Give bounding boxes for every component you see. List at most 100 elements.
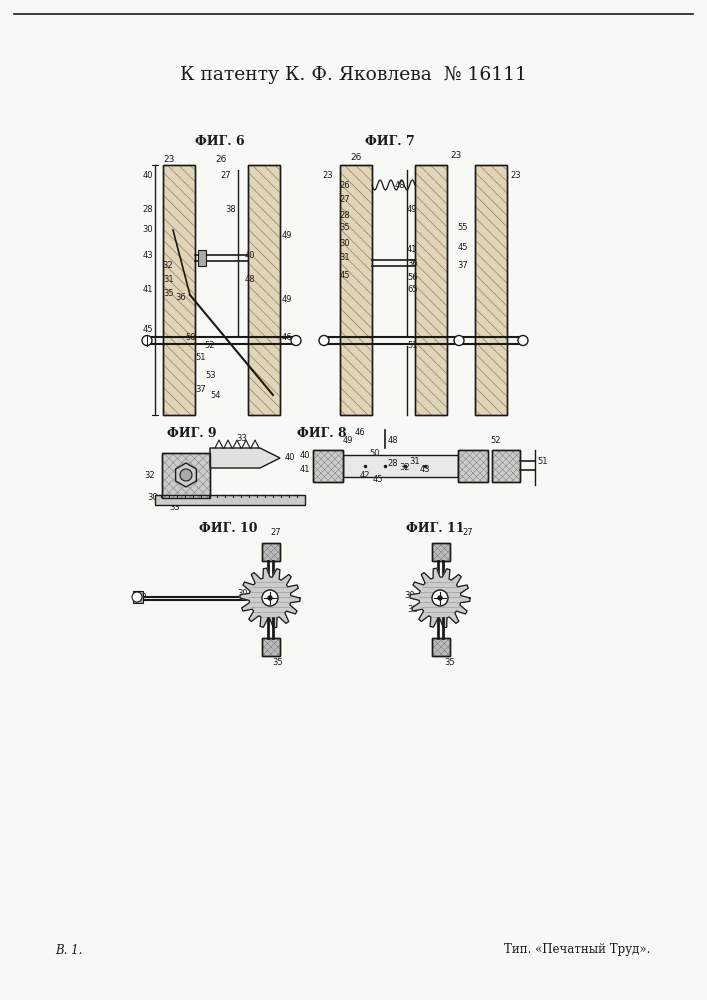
Text: 40: 40: [245, 250, 255, 259]
Text: ФИГ. 8: ФИГ. 8: [297, 427, 347, 440]
Text: 36: 36: [175, 292, 186, 302]
Text: 49: 49: [282, 296, 293, 304]
Polygon shape: [175, 463, 197, 487]
Circle shape: [262, 590, 278, 606]
Text: 38: 38: [225, 206, 235, 215]
Text: 51: 51: [407, 340, 418, 350]
Bar: [458, 450, 488, 482]
Circle shape: [268, 596, 272, 600]
Text: 43: 43: [420, 466, 431, 475]
Bar: [415, 165, 447, 415]
Bar: [162, 453, 210, 498]
Text: 27: 27: [220, 170, 230, 180]
Circle shape: [180, 469, 192, 481]
Text: 53: 53: [205, 370, 216, 379]
Text: ФИГ. 6: ФИГ. 6: [195, 135, 245, 148]
Text: 26: 26: [350, 152, 361, 161]
Text: 51: 51: [537, 458, 547, 466]
Text: 32: 32: [399, 464, 410, 473]
Text: 48: 48: [395, 180, 405, 190]
Text: 23: 23: [510, 170, 520, 180]
Bar: [475, 165, 507, 415]
Bar: [163, 165, 195, 415]
Text: 35: 35: [339, 224, 350, 232]
Bar: [492, 450, 520, 482]
Text: 33: 33: [170, 503, 180, 512]
Text: 30: 30: [339, 238, 350, 247]
Text: 43: 43: [142, 250, 153, 259]
Bar: [340, 165, 372, 415]
Text: 51: 51: [195, 354, 206, 362]
Text: 56: 56: [407, 273, 418, 282]
Text: 49: 49: [343, 436, 354, 445]
Text: 23: 23: [163, 155, 175, 164]
Text: 32: 32: [162, 260, 173, 269]
Text: 30: 30: [404, 590, 415, 599]
Text: 45: 45: [373, 476, 383, 485]
Text: 35: 35: [273, 658, 284, 667]
Bar: [432, 543, 450, 561]
Circle shape: [438, 596, 442, 600]
Text: ФИГ. 10: ФИГ. 10: [199, 522, 257, 535]
Text: 31: 31: [250, 603, 260, 612]
Text: ФИГ. 11: ФИГ. 11: [406, 522, 464, 535]
Bar: [162, 453, 210, 498]
Text: 45: 45: [143, 326, 153, 334]
Text: 31: 31: [163, 275, 174, 284]
Text: 41: 41: [143, 286, 153, 294]
Bar: [248, 165, 280, 415]
Text: 30: 30: [142, 226, 153, 234]
Text: Тип. «Печатный Труд».: Тип. «Печатный Труд».: [503, 944, 650, 956]
Text: 33: 33: [236, 434, 247, 443]
Text: 50: 50: [370, 448, 380, 458]
Text: 26: 26: [215, 155, 226, 164]
Text: ФИГ. 9: ФИГ. 9: [167, 427, 217, 440]
Bar: [198, 250, 206, 266]
Text: 28: 28: [339, 211, 350, 220]
Text: 30: 30: [147, 493, 158, 502]
Text: 37: 37: [195, 385, 206, 394]
Circle shape: [518, 336, 528, 346]
Bar: [248, 165, 280, 415]
Circle shape: [454, 336, 464, 346]
Bar: [313, 450, 343, 482]
Text: 31: 31: [339, 253, 350, 262]
Bar: [262, 543, 280, 561]
Text: 35: 35: [163, 288, 174, 298]
Bar: [492, 450, 520, 482]
Text: 30: 30: [238, 589, 248, 598]
Text: 35: 35: [445, 658, 455, 667]
Text: 48: 48: [245, 275, 256, 284]
Text: К патенту К. Ф. Яковлева  № 16111: К патенту К. Ф. Яковлева № 16111: [180, 66, 527, 84]
Text: 52: 52: [204, 340, 214, 350]
Text: 36: 36: [407, 258, 418, 267]
Bar: [340, 165, 372, 415]
Text: 50: 50: [185, 332, 196, 342]
Text: 27: 27: [339, 196, 350, 205]
Circle shape: [132, 592, 142, 602]
Text: 46: 46: [355, 428, 366, 437]
Text: 32: 32: [144, 471, 155, 480]
Bar: [133, 591, 143, 603]
Circle shape: [291, 336, 301, 346]
Bar: [432, 543, 450, 561]
Text: ФИГ. 7: ФИГ. 7: [365, 135, 415, 148]
Text: 31: 31: [240, 450, 250, 460]
Bar: [458, 450, 488, 482]
Bar: [155, 495, 305, 505]
Text: 32: 32: [136, 592, 147, 601]
Text: 40: 40: [300, 450, 310, 460]
Text: 49: 49: [407, 206, 418, 215]
Text: 23: 23: [322, 170, 333, 180]
Polygon shape: [240, 568, 300, 628]
Bar: [343, 455, 458, 477]
Bar: [163, 165, 195, 415]
Text: 28: 28: [387, 458, 398, 468]
Text: 52: 52: [490, 436, 501, 445]
Polygon shape: [410, 568, 470, 628]
Circle shape: [319, 336, 329, 346]
Text: 55: 55: [457, 224, 468, 232]
Text: 46: 46: [282, 332, 293, 342]
Text: 54: 54: [210, 390, 221, 399]
Text: 31: 31: [409, 458, 421, 466]
